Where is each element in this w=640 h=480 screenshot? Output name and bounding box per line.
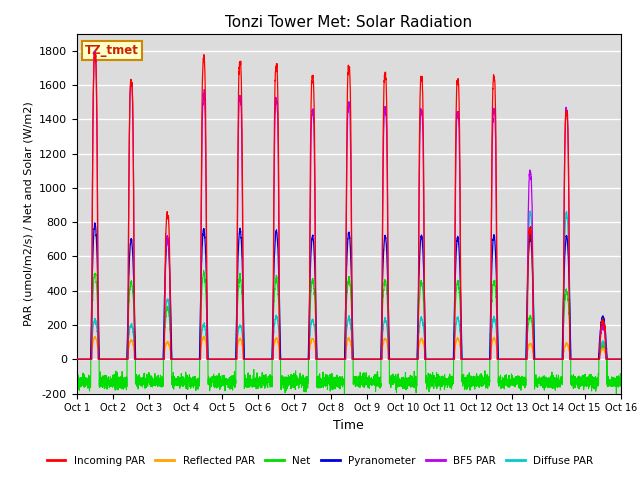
Title: Tonzi Tower Met: Solar Radiation: Tonzi Tower Met: Solar Radiation bbox=[225, 15, 472, 30]
X-axis label: Time: Time bbox=[333, 419, 364, 432]
Legend: Incoming PAR, Reflected PAR, Net, Pyranometer, BF5 PAR, Diffuse PAR: Incoming PAR, Reflected PAR, Net, Pyrano… bbox=[42, 452, 598, 470]
Y-axis label: PAR (umol/m2/s) / Net and Solar (W/m2): PAR (umol/m2/s) / Net and Solar (W/m2) bbox=[24, 101, 33, 326]
Text: TZ_tmet: TZ_tmet bbox=[85, 44, 139, 58]
